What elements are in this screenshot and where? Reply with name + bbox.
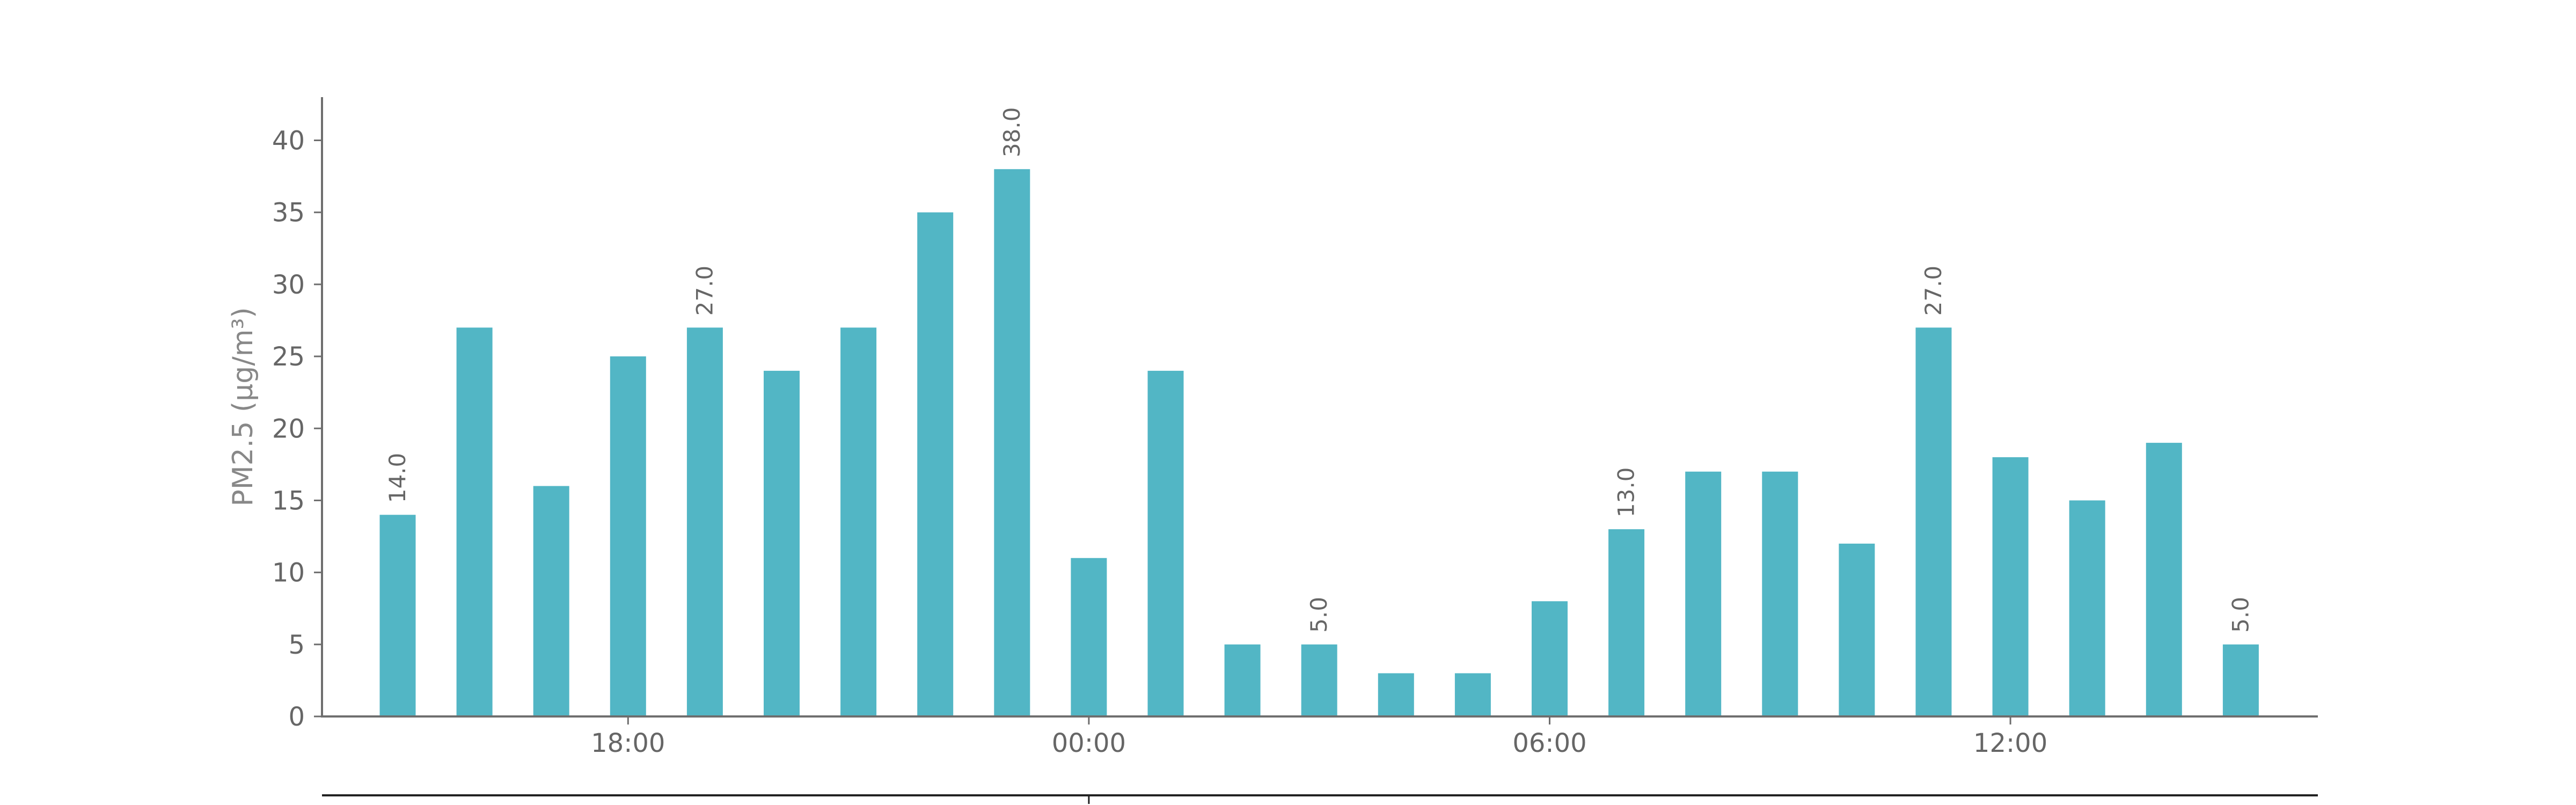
data-label: 27.0 [1920,266,1946,316]
data-label: 38.0 [999,107,1025,158]
x-tick-label: 00:00 [1052,728,1126,758]
y-tick-label: 0 [288,702,305,732]
bar-05:00 [1454,673,1491,716]
bar-13:00 [2069,500,2105,716]
bar-21:00 [840,327,877,716]
bar-15:00 [2222,644,2259,716]
y-axis: 0 5 10 15 20 25 30 35 40 [272,97,323,732]
data-label: 5.0 [1306,597,1332,633]
y-tick-label: 30 [272,270,305,300]
bar-10:00 [1839,543,1875,716]
bar-20:00 [764,370,800,716]
data-label: 14.0 [384,453,411,503]
bar-17:00 [533,486,569,716]
bar-04:00 [1378,673,1414,716]
bar-11:00 [1915,327,1952,716]
bar-07:00 [1608,529,1645,716]
y-tick-label: 20 [272,414,305,444]
bar-23:00 [994,169,1030,716]
data-label: 27.0 [691,266,718,316]
y-tick-label: 5 [288,630,305,660]
bar-12:00 [1992,457,2029,716]
bar-18:00 [610,356,646,716]
x-tick-label: 12:00 [1973,728,2047,758]
bar-03:00 [1301,644,1337,716]
bar-19:00 [686,327,723,716]
bar-01:00 [1147,370,1184,716]
bar-06:00 [1532,601,1568,716]
y-tick-label: 15 [272,486,305,516]
data-labels: 14.0 27.0 38.0 5.0 13.0 27.0 5.0 [384,107,2253,633]
bar-08:00 [1685,471,1722,716]
data-label: 5.0 [2227,597,2253,633]
y-tick-label: 35 [272,198,305,228]
bar-22:00 [917,212,954,717]
bar-14:00 [2146,443,2182,716]
bar-09:00 [1762,471,1798,716]
data-label: 13.0 [1613,467,1640,518]
y-tick-label: 10 [272,558,305,588]
y-axis-label: PM2.5 (μg/m³) [227,307,259,506]
x-axis: 18:00 00:00 06:00 12:00 [321,715,2318,758]
bar-02:00 [1224,644,1261,716]
bar-16:00 [456,327,493,716]
y-tick-label: 25 [272,342,305,372]
bars [379,169,2259,717]
secondary-x-axis [322,794,2318,804]
x-tick-label: 18:00 [591,728,665,758]
y-tick-label: 40 [272,126,305,156]
x-tick-label: 06:00 [1512,728,1586,758]
bar-00:00 [1071,558,1107,716]
bar-15:00 [379,515,416,716]
